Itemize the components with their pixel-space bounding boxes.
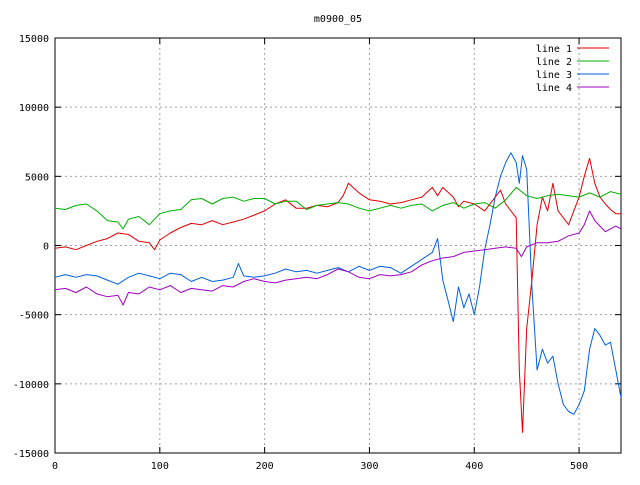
chart-title: m0900_05	[314, 14, 362, 25]
series-line-3	[54, 152, 622, 415]
legend-label-2: line 2	[536, 57, 572, 68]
legend-label-4: line 4	[536, 83, 572, 94]
series-line-1	[54, 157, 621, 433]
x-tick-label: 400	[465, 461, 483, 472]
x-tick-label: 100	[151, 461, 169, 472]
y-tick-label: -10000	[13, 380, 49, 391]
x-tick-label: 0	[52, 461, 58, 472]
x-tick-label: 200	[256, 461, 274, 472]
legend-label-1: line 1	[536, 44, 572, 55]
x-tick-label: 300	[360, 461, 378, 472]
series-lines	[54, 152, 622, 433]
y-tick-label: 15000	[19, 34, 49, 45]
y-tick-label: 0	[43, 242, 49, 253]
y-tick-label: 5000	[25, 172, 49, 183]
y-tick-label: 10000	[19, 103, 49, 114]
axis-ticks: 0 100 200 300 400 500 -15000 -10000 -5000 0 5000 10…	[13, 34, 621, 472]
y-tick-label: -15000	[13, 449, 49, 460]
series-line-4	[54, 210, 622, 306]
legend: line 1 line 2 line 3 line 4	[536, 44, 609, 94]
x-tick-label: 500	[570, 461, 588, 472]
grid	[55, 38, 621, 453]
legend-label-3: line 3	[536, 70, 572, 81]
y-tick-label: -5000	[19, 311, 49, 322]
series-line-2	[54, 186, 622, 230]
